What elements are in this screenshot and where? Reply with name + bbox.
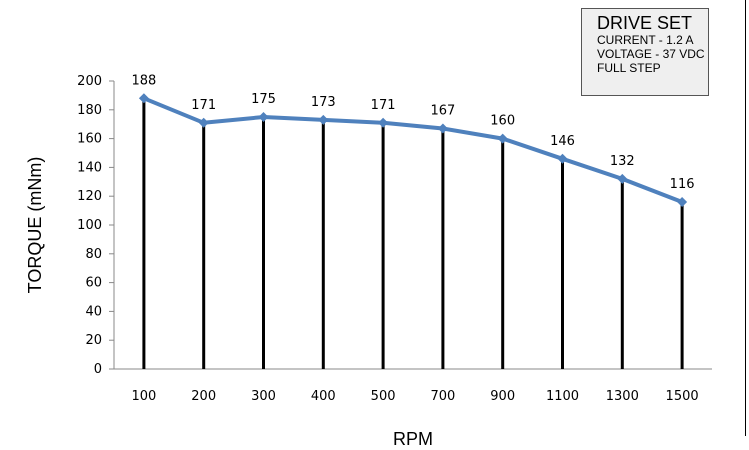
data-label: 173: [311, 95, 336, 110]
y-tick-label: 40: [85, 304, 102, 319]
y-tick-label: 120: [77, 189, 102, 204]
series-line: [143, 96, 683, 204]
data-point: [318, 114, 329, 125]
data-points: [138, 93, 688, 207]
x-tick-label: 300: [251, 389, 276, 404]
y-tick-label: 100: [77, 218, 102, 233]
data-label: 167: [430, 104, 455, 119]
data-labels: 188 171 175 173 171 167 160 146 132 116: [131, 73, 694, 192]
y-tick-label: 80: [85, 247, 102, 262]
y-tick-label: 160: [77, 132, 102, 147]
drive-set-current: CURRENT - 1.2 A: [597, 33, 694, 47]
data-label: 132: [610, 154, 635, 169]
data-label: 171: [191, 98, 216, 113]
data-label: 175: [251, 92, 276, 107]
x-tick-label: 1100: [546, 389, 579, 404]
x-tick-label: 1500: [666, 389, 699, 404]
x-tick-label: 1300: [606, 389, 639, 404]
y-tick-layer: 0 20 40 60 80 100 120 140 160 180 200: [77, 74, 114, 377]
x-tick-label: 700: [430, 389, 455, 404]
data-point: [617, 173, 628, 184]
drive-set-mode: FULL STEP: [597, 61, 661, 75]
data-point: [258, 112, 269, 122]
drive-set-title: DRIVE SET: [597, 13, 693, 33]
y-tick-label: 0: [94, 362, 102, 377]
x-tick-label: 900: [490, 389, 515, 404]
drive-set-voltage: VOLTAGE - 37 VDC: [597, 47, 705, 61]
y-tick-label: 140: [77, 160, 102, 175]
data-point: [557, 153, 568, 164]
y-axis-title: TORQUE (mNm): [25, 157, 45, 294]
data-label: 171: [371, 98, 396, 113]
data-point: [437, 123, 448, 134]
y-tick-label: 200: [77, 74, 102, 89]
data-point: [378, 117, 389, 128]
y-tick-label: 60: [85, 276, 102, 291]
x-tick-label: 100: [131, 389, 156, 404]
drop-lines: [142, 98, 684, 369]
x-tick-label: 500: [371, 389, 396, 404]
data-label: 160: [490, 114, 515, 129]
x-tick-label: 400: [311, 389, 336, 404]
data-label: 146: [550, 134, 575, 149]
x-tick-label: 200: [191, 389, 216, 404]
data-point: [138, 93, 149, 104]
y-tick-label: 180: [77, 103, 102, 118]
x-axis-title: RPM: [393, 429, 433, 449]
x-tick-layer: 100 200 300 400 500 700 900 1100 1300 1500: [131, 389, 698, 404]
data-point: [198, 117, 209, 128]
data-point: [677, 196, 688, 207]
chart-right-border: [745, 0, 746, 436]
data-label: 188: [131, 73, 156, 88]
y-tick-label: 20: [85, 333, 102, 348]
drive-set-annotation: DRIVE SET CURRENT - 1.2 A VOLTAGE - 37 V…: [581, 8, 709, 96]
data-point: [497, 133, 508, 144]
data-label: 116: [670, 177, 695, 192]
